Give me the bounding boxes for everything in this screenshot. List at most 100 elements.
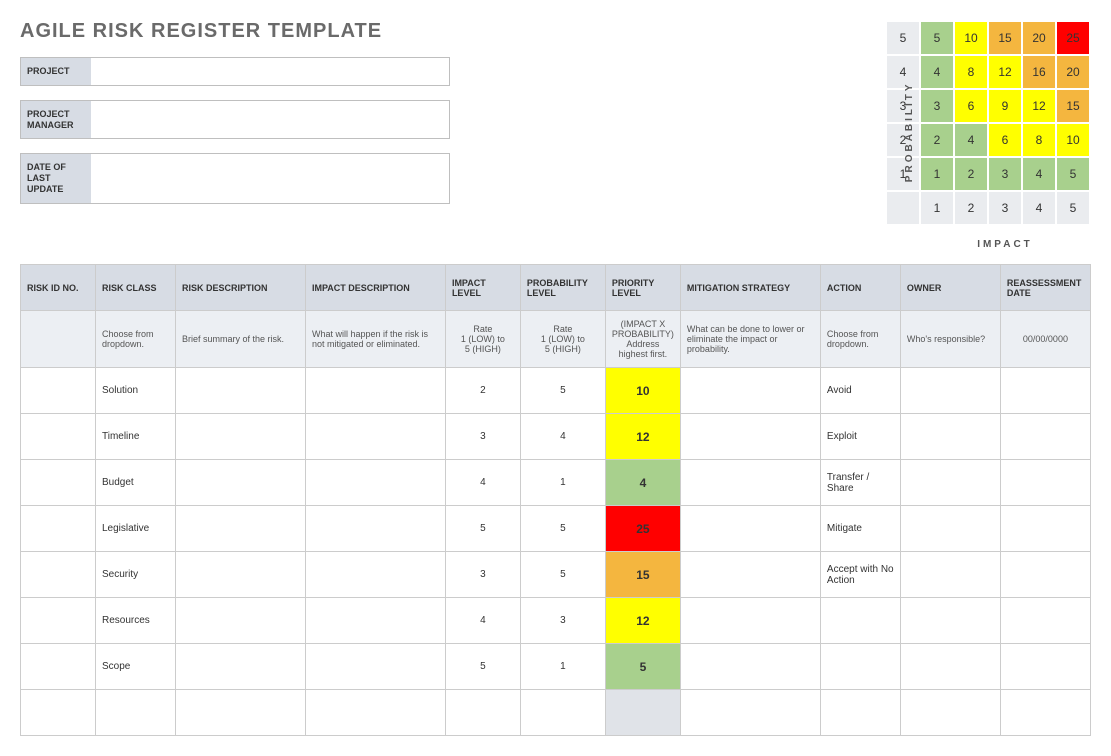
- cell-prob[interactable]: 1: [520, 460, 605, 506]
- cell-class[interactable]: Scope: [95, 644, 175, 690]
- cell-impact[interactable]: [445, 690, 520, 736]
- cell-action[interactable]: [820, 644, 900, 690]
- cell-owner[interactable]: [900, 644, 1000, 690]
- cell-prob[interactable]: 4: [520, 414, 605, 460]
- matrix-cell: 4: [920, 55, 954, 89]
- cell-desc[interactable]: [175, 690, 305, 736]
- cell-class[interactable]: Budget: [95, 460, 175, 506]
- cell-id[interactable]: [21, 690, 96, 736]
- cell-action[interactable]: Mitigate: [820, 506, 900, 552]
- cell-class[interactable]: Security: [95, 552, 175, 598]
- table-row: Solution2510Avoid: [21, 368, 1091, 414]
- column-hint-impact_desc: What will happen if the risk is not miti…: [305, 311, 445, 368]
- cell-reassess[interactable]: [1000, 690, 1090, 736]
- cell-impact[interactable]: 3: [445, 552, 520, 598]
- column-header-priority: PRIORITY LEVEL: [605, 265, 680, 311]
- cell-id[interactable]: [21, 552, 96, 598]
- matrix-cell: 2: [920, 123, 954, 157]
- cell-impact_desc[interactable]: [305, 598, 445, 644]
- cell-impact_desc[interactable]: [305, 460, 445, 506]
- manager-input[interactable]: [91, 101, 449, 139]
- cell-owner[interactable]: [900, 690, 1000, 736]
- cell-mitigation[interactable]: [680, 598, 820, 644]
- cell-prob[interactable]: 3: [520, 598, 605, 644]
- matrix-cell: 4: [954, 123, 988, 157]
- cell-desc[interactable]: [175, 644, 305, 690]
- cell-class[interactable]: Solution: [95, 368, 175, 414]
- table-row: Scope515: [21, 644, 1091, 690]
- cell-action[interactable]: Avoid: [820, 368, 900, 414]
- cell-prob[interactable]: 5: [520, 552, 605, 598]
- cell-owner[interactable]: [900, 552, 1000, 598]
- cell-impact[interactable]: 4: [445, 598, 520, 644]
- cell-desc[interactable]: [175, 460, 305, 506]
- cell-mitigation[interactable]: [680, 552, 820, 598]
- cell-id[interactable]: [21, 414, 96, 460]
- cell-action[interactable]: [820, 690, 900, 736]
- cell-impact[interactable]: 4: [445, 460, 520, 506]
- cell-prob[interactable]: 5: [520, 368, 605, 414]
- cell-id[interactable]: [21, 598, 96, 644]
- column-header-id: RISK ID NO.: [21, 265, 96, 311]
- cell-mitigation[interactable]: [680, 644, 820, 690]
- cell-reassess[interactable]: [1000, 506, 1090, 552]
- cell-class[interactable]: Timeline: [95, 414, 175, 460]
- cell-desc[interactable]: [175, 414, 305, 460]
- cell-desc[interactable]: [175, 552, 305, 598]
- cell-prob[interactable]: 5: [520, 506, 605, 552]
- project-label: PROJECT: [21, 58, 91, 85]
- cell-mitigation[interactable]: [680, 460, 820, 506]
- cell-reassess[interactable]: [1000, 460, 1090, 506]
- cell-impact_desc[interactable]: [305, 414, 445, 460]
- cell-owner[interactable]: [900, 414, 1000, 460]
- cell-impact[interactable]: 3: [445, 414, 520, 460]
- updated-input[interactable]: [91, 154, 449, 202]
- cell-id[interactable]: [21, 506, 96, 552]
- cell-impact_desc[interactable]: [305, 368, 445, 414]
- updated-label: DATE OF LAST UPDATE: [21, 154, 91, 202]
- cell-reassess[interactable]: [1000, 598, 1090, 644]
- cell-owner[interactable]: [900, 460, 1000, 506]
- cell-impact[interactable]: 5: [445, 506, 520, 552]
- matrix-cell: 12: [1022, 89, 1056, 123]
- column-header-prob: PROBABILITY LEVEL: [520, 265, 605, 311]
- cell-prob[interactable]: [520, 690, 605, 736]
- cell-owner[interactable]: [900, 598, 1000, 644]
- cell-class[interactable]: [95, 690, 175, 736]
- cell-reassess[interactable]: [1000, 552, 1090, 598]
- cell-action[interactable]: Accept with No Action: [820, 552, 900, 598]
- cell-impact[interactable]: 5: [445, 644, 520, 690]
- project-input[interactable]: [91, 58, 449, 85]
- cell-mitigation[interactable]: [680, 368, 820, 414]
- matrix-cell: 8: [954, 55, 988, 89]
- cell-owner[interactable]: [900, 368, 1000, 414]
- cell-desc[interactable]: [175, 598, 305, 644]
- cell-impact_desc[interactable]: [305, 644, 445, 690]
- cell-id[interactable]: [21, 644, 96, 690]
- cell-action[interactable]: [820, 598, 900, 644]
- cell-mitigation[interactable]: [680, 690, 820, 736]
- cell-impact_desc[interactable]: [305, 690, 445, 736]
- column-hint-reassess: 00/00/0000: [1000, 311, 1090, 368]
- cell-desc[interactable]: [175, 506, 305, 552]
- cell-reassess[interactable]: [1000, 644, 1090, 690]
- column-hint-action: Choose from dropdown.: [820, 311, 900, 368]
- cell-class[interactable]: Resources: [95, 598, 175, 644]
- cell-action[interactable]: Exploit: [820, 414, 900, 460]
- matrix-cell: 10: [954, 21, 988, 55]
- cell-reassess[interactable]: [1000, 414, 1090, 460]
- cell-class[interactable]: Legislative: [95, 506, 175, 552]
- cell-action[interactable]: Transfer / Share: [820, 460, 900, 506]
- cell-id[interactable]: [21, 460, 96, 506]
- cell-impact[interactable]: 2: [445, 368, 520, 414]
- cell-id[interactable]: [21, 368, 96, 414]
- cell-owner[interactable]: [900, 506, 1000, 552]
- cell-mitigation[interactable]: [680, 414, 820, 460]
- column-header-owner: OWNER: [900, 265, 1000, 311]
- cell-impact_desc[interactable]: [305, 506, 445, 552]
- cell-prob[interactable]: 1: [520, 644, 605, 690]
- cell-impact_desc[interactable]: [305, 552, 445, 598]
- cell-mitigation[interactable]: [680, 506, 820, 552]
- cell-desc[interactable]: [175, 368, 305, 414]
- cell-reassess[interactable]: [1000, 368, 1090, 414]
